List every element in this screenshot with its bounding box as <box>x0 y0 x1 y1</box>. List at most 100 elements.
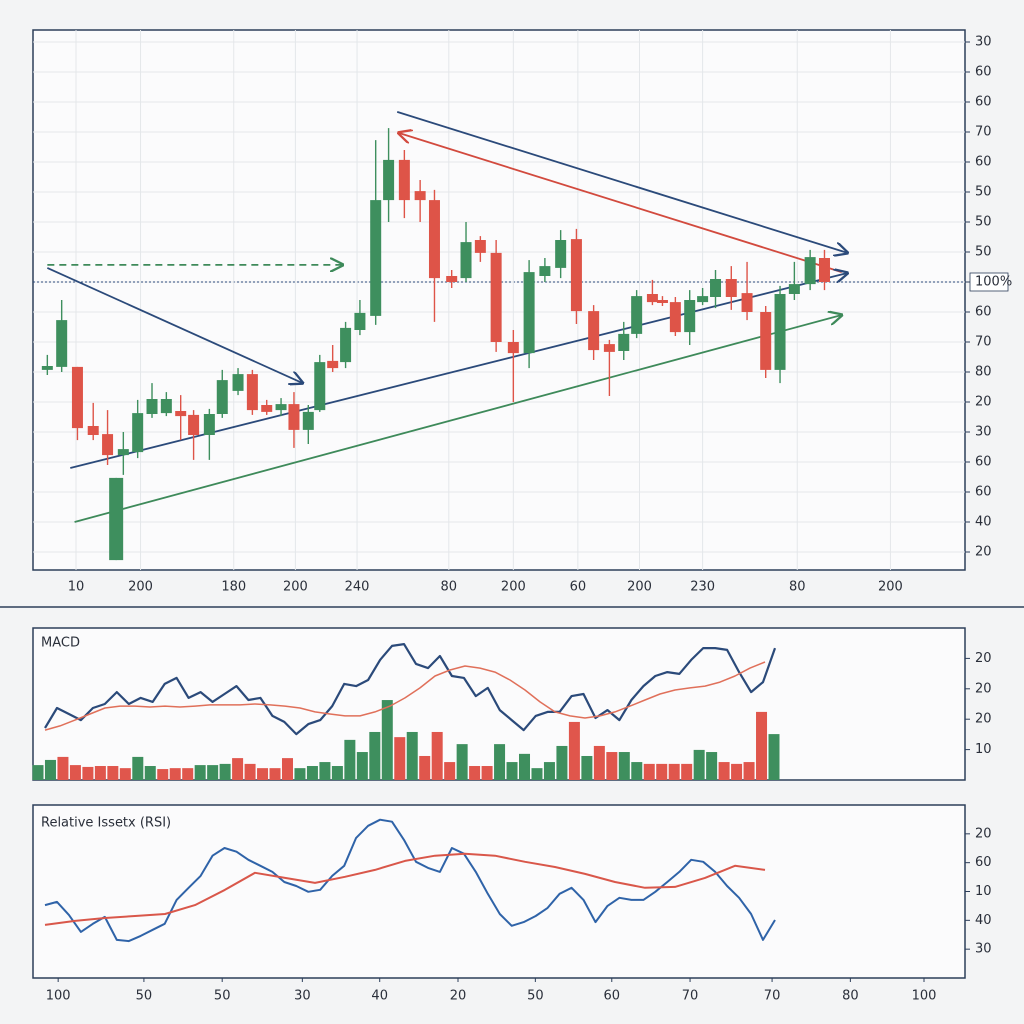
line-series <box>44 642 777 736</box>
y-tick-label: 70 <box>975 125 992 140</box>
x-tick-label: 200 <box>283 580 308 595</box>
candle-body <box>760 312 772 370</box>
candle-body <box>203 414 215 435</box>
histogram-bar <box>94 766 106 780</box>
y-tick-label: 50 <box>975 245 992 260</box>
y-tick-label: 60 <box>975 65 992 80</box>
histogram-bar <box>232 758 244 780</box>
histogram-bar <box>768 734 780 780</box>
candle-body <box>588 311 600 351</box>
candle-body <box>555 240 567 268</box>
histogram-bar <box>631 762 643 780</box>
y-tick-label: 60 <box>975 95 992 110</box>
x-tick-label: 40 <box>371 989 388 1004</box>
line-series <box>44 818 776 943</box>
candle-body <box>117 449 129 456</box>
candle-body <box>56 320 68 367</box>
histogram-bar <box>257 768 269 780</box>
candle-body <box>314 362 326 411</box>
candle-body <box>109 477 124 561</box>
histogram-bar <box>643 763 655 780</box>
histogram-bar <box>543 762 555 780</box>
candle-body <box>188 414 200 435</box>
candle-body <box>414 191 426 201</box>
x-tick-label: 240 <box>345 580 370 595</box>
histogram-bar <box>531 768 543 780</box>
candle-body <box>710 279 722 297</box>
x-tick-label: 100 <box>46 989 71 1004</box>
rsi-panel <box>32 804 966 979</box>
candle-body <box>246 374 258 411</box>
candle-body <box>725 279 737 297</box>
y-tick-label: 20 <box>975 651 992 666</box>
price-label-box <box>969 272 1009 292</box>
x-tick-label: 200 <box>501 580 526 595</box>
candle-body <box>261 405 273 412</box>
candle-body <box>818 258 830 282</box>
y-tick-label: 20 <box>975 681 992 696</box>
candle-body <box>370 200 382 316</box>
histogram-bar <box>281 758 293 780</box>
macd-title: MACD <box>41 636 80 651</box>
trendline <box>74 315 842 523</box>
candle-body <box>87 426 99 435</box>
x-tick-label: 80 <box>842 989 859 1004</box>
histogram-bar <box>506 762 518 780</box>
histogram-bar <box>568 721 580 780</box>
y-tick-label: 20 <box>975 712 992 727</box>
histogram-bar <box>194 765 206 780</box>
candle-body <box>275 404 287 411</box>
y-tick-label: 60 <box>975 855 992 870</box>
histogram-bar <box>394 737 406 780</box>
candle-body <box>132 413 144 453</box>
y-tick-label: 60 <box>975 455 992 470</box>
x-tick-label: 30 <box>294 989 311 1004</box>
candle-body <box>669 302 681 333</box>
y-tick-label: 10 <box>975 742 992 757</box>
histogram-bar <box>244 763 256 780</box>
histogram-bar <box>356 752 368 780</box>
histogram-bar <box>44 759 56 780</box>
histogram-bar <box>706 752 718 780</box>
trendline <box>399 133 842 273</box>
histogram-bar <box>606 752 618 780</box>
histogram-bar <box>406 731 418 780</box>
candle-body <box>523 272 535 354</box>
histogram-bar <box>207 765 219 780</box>
candle-body <box>288 404 300 430</box>
histogram-bar <box>344 739 356 780</box>
x-tick-label: 70 <box>764 989 781 1004</box>
y-tick-label: 20 <box>975 395 992 410</box>
y-tick-label: 20 <box>975 826 992 841</box>
histogram-bar <box>169 768 181 780</box>
candle-body <box>460 242 472 279</box>
candle-body <box>446 276 458 282</box>
histogram-bar <box>718 762 730 780</box>
histogram-bar <box>219 763 231 780</box>
y-tick-label: 30 <box>975 942 992 957</box>
y-tick-label: 40 <box>975 515 992 530</box>
candle-body <box>618 333 630 351</box>
histogram-bar <box>519 753 531 780</box>
candle-body <box>340 327 352 363</box>
y-tick-label: 60 <box>975 305 992 320</box>
candle-body <box>327 360 339 369</box>
candle-body <box>102 434 114 456</box>
candle-body <box>507 342 519 354</box>
y-tick-label: 60 <box>975 485 992 500</box>
y-tick-label: 10 <box>975 884 992 899</box>
candle-body <box>603 344 615 352</box>
histogram-bar <box>32 765 44 780</box>
histogram-bar <box>731 763 743 780</box>
x-tick-label: 20 <box>450 989 467 1004</box>
candle-body <box>398 159 410 201</box>
x-tick-label: 80 <box>789 580 806 595</box>
x-tick-label: 200 <box>878 580 903 595</box>
histogram-bar <box>57 756 69 780</box>
candle-body <box>741 293 753 312</box>
histogram-bar <box>157 769 169 780</box>
histogram-bar <box>593 745 605 780</box>
histogram-bar <box>144 766 156 780</box>
histogram-bar <box>182 768 194 780</box>
